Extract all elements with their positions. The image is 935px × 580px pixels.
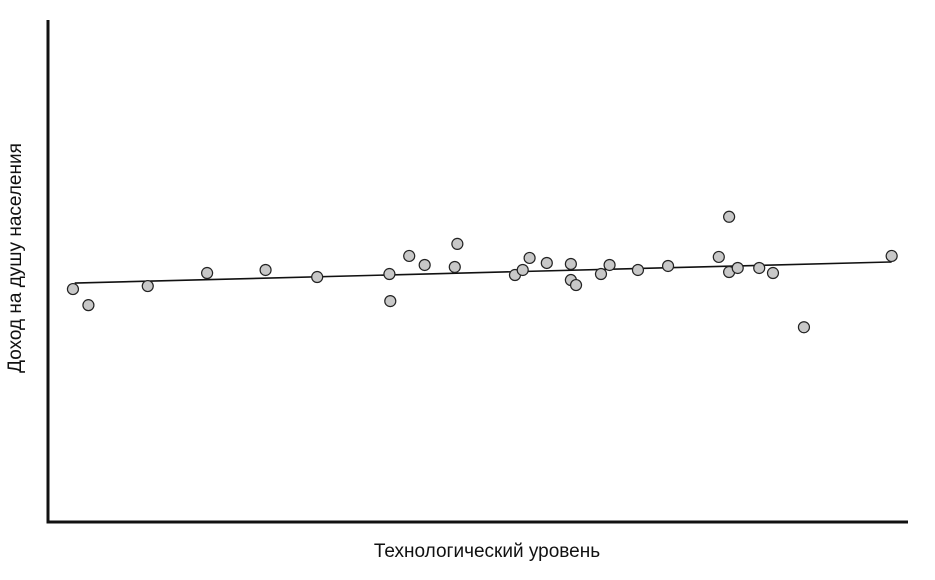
- point: [451, 237, 464, 250]
- point: [384, 295, 397, 308]
- point: [766, 266, 780, 280]
- point: [383, 267, 396, 281]
- x-axis-label: Технологический уровень: [374, 541, 600, 562]
- point: [564, 257, 577, 271]
- point: [569, 278, 583, 292]
- point: [523, 251, 536, 265]
- point: [753, 261, 766, 275]
- point: [661, 259, 675, 273]
- point: [259, 263, 272, 277]
- point: [82, 299, 95, 312]
- point: [731, 261, 744, 275]
- point: [797, 321, 811, 334]
- point: [141, 279, 154, 293]
- point: [418, 258, 431, 272]
- point: [448, 260, 461, 274]
- y-axis-label: Доход на душу населения: [5, 143, 26, 373]
- point: [201, 266, 214, 280]
- point: [603, 258, 616, 272]
- point: [540, 256, 553, 270]
- point: [885, 249, 898, 263]
- point: [723, 210, 736, 223]
- point: [311, 270, 324, 284]
- point: [66, 282, 80, 296]
- point: [403, 249, 416, 263]
- point: [516, 263, 529, 277]
- point: [712, 250, 725, 264]
- point: [594, 267, 608, 281]
- point: [631, 263, 645, 277]
